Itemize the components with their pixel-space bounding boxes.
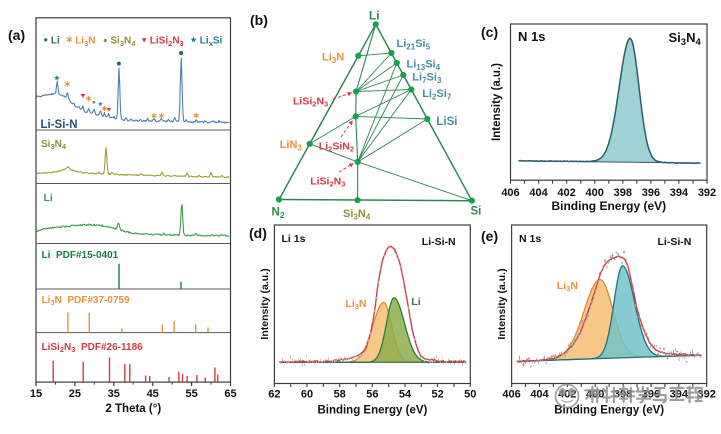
svg-text:Li3N PDF#37-0759: Li3N PDF#37-0759 <box>42 295 131 307</box>
svg-text:(b): (b) <box>250 12 268 28</box>
svg-text:2 Theta (°): 2 Theta (°) <box>105 403 161 415</box>
svg-text:Si: Si <box>471 206 482 218</box>
svg-text:LiSi: LiSi <box>436 116 457 128</box>
svg-text:404: 404 <box>530 389 549 401</box>
svg-text:Si3N4: Si3N4 <box>343 208 371 221</box>
svg-text:(d): (d) <box>249 225 267 241</box>
svg-text:Intensity (a.u.): Intensity (a.u.) <box>496 268 508 339</box>
svg-text:Li PDF#15-0401: Li PDF#15-0401 <box>42 250 119 261</box>
svg-text:392: 392 <box>698 389 716 401</box>
svg-text:Li: Li <box>369 9 380 23</box>
svg-text:LixSi: LixSi <box>200 36 223 48</box>
svg-text:396: 396 <box>642 187 660 199</box>
svg-text:Binding Energy (eV): Binding Energy (eV) <box>317 405 427 417</box>
svg-text:50: 50 <box>464 389 476 401</box>
svg-text:52: 52 <box>431 389 443 401</box>
svg-text:LiN3: LiN3 <box>280 139 303 152</box>
svg-text:Li2Si7: Li2Si7 <box>422 88 452 101</box>
svg-text:N 1s: N 1s <box>519 233 541 245</box>
svg-text:45: 45 <box>147 388 159 400</box>
svg-text:Li2SiN2: Li2SiN2 <box>319 141 354 154</box>
svg-text:Li3N: Li3N <box>75 36 95 48</box>
svg-text:35: 35 <box>108 388 120 400</box>
svg-text:398: 398 <box>614 187 632 199</box>
svg-text:Li3N: Li3N <box>557 280 578 293</box>
svg-text:55: 55 <box>185 388 197 400</box>
svg-text:Li3N: Li3N <box>345 298 366 311</box>
svg-text:404: 404 <box>529 187 548 199</box>
svg-text:Li21Si5: Li21Si5 <box>397 38 431 51</box>
svg-text:Li-Si-N: Li-Si-N <box>41 119 78 131</box>
svg-text:406: 406 <box>502 389 520 401</box>
svg-text:25: 25 <box>69 388 81 400</box>
svg-text:406: 406 <box>501 187 519 199</box>
svg-text:Li: Li <box>51 36 60 47</box>
svg-text:Li-Si-N: Li-Si-N <box>422 236 456 248</box>
svg-text:56: 56 <box>366 389 378 401</box>
svg-text:Si3N4: Si3N4 <box>669 30 702 48</box>
svg-text:Li7Si3: Li7Si3 <box>412 72 442 85</box>
svg-text:15: 15 <box>30 388 42 400</box>
svg-text:N2: N2 <box>272 207 285 220</box>
svg-text:(e): (e) <box>481 228 498 244</box>
svg-text:Li: Li <box>411 296 420 308</box>
svg-text:Si3N4: Si3N4 <box>41 139 67 151</box>
svg-text:Li: Li <box>44 192 53 204</box>
svg-text:65: 65 <box>224 388 236 400</box>
svg-text:62: 62 <box>268 389 280 401</box>
svg-text:LiSi2N3: LiSi2N3 <box>310 176 345 189</box>
svg-text:394: 394 <box>670 389 689 401</box>
svg-text:Binding Energy (eV): Binding Energy (eV) <box>554 405 664 417</box>
svg-text:(a): (a) <box>8 27 25 43</box>
svg-text:54: 54 <box>399 389 412 401</box>
svg-text:Li13Si4: Li13Si4 <box>407 59 441 72</box>
svg-text:Li-Si-N: Li-Si-N <box>658 236 692 248</box>
svg-text:N 1s: N 1s <box>518 29 545 44</box>
svg-text:(c): (c) <box>481 24 498 40</box>
svg-text:Si3N4: Si3N4 <box>110 36 136 48</box>
svg-text:LiSi2N3 PDF#26-1186: LiSi2N3 PDF#26-1186 <box>42 342 144 354</box>
svg-text:Li 1s: Li 1s <box>282 233 306 245</box>
svg-text:Li3N: Li3N <box>322 52 344 65</box>
svg-text:LiSi2N3: LiSi2N3 <box>150 36 184 48</box>
svg-text:402: 402 <box>557 187 575 199</box>
svg-text:394: 394 <box>670 187 689 199</box>
svg-text:400: 400 <box>586 187 604 199</box>
svg-text:LiSi2N3: LiSi2N3 <box>293 96 328 109</box>
svg-text:Binding Energy (eV): Binding Energy (eV) <box>551 199 666 213</box>
svg-text:Intensity (a.u.): Intensity (a.u.) <box>259 268 271 339</box>
svg-text:60: 60 <box>301 389 313 401</box>
svg-text:392: 392 <box>698 187 716 199</box>
svg-text:58: 58 <box>334 389 346 401</box>
svg-text:Intensity (a.u.): Intensity (a.u.) <box>491 63 503 141</box>
